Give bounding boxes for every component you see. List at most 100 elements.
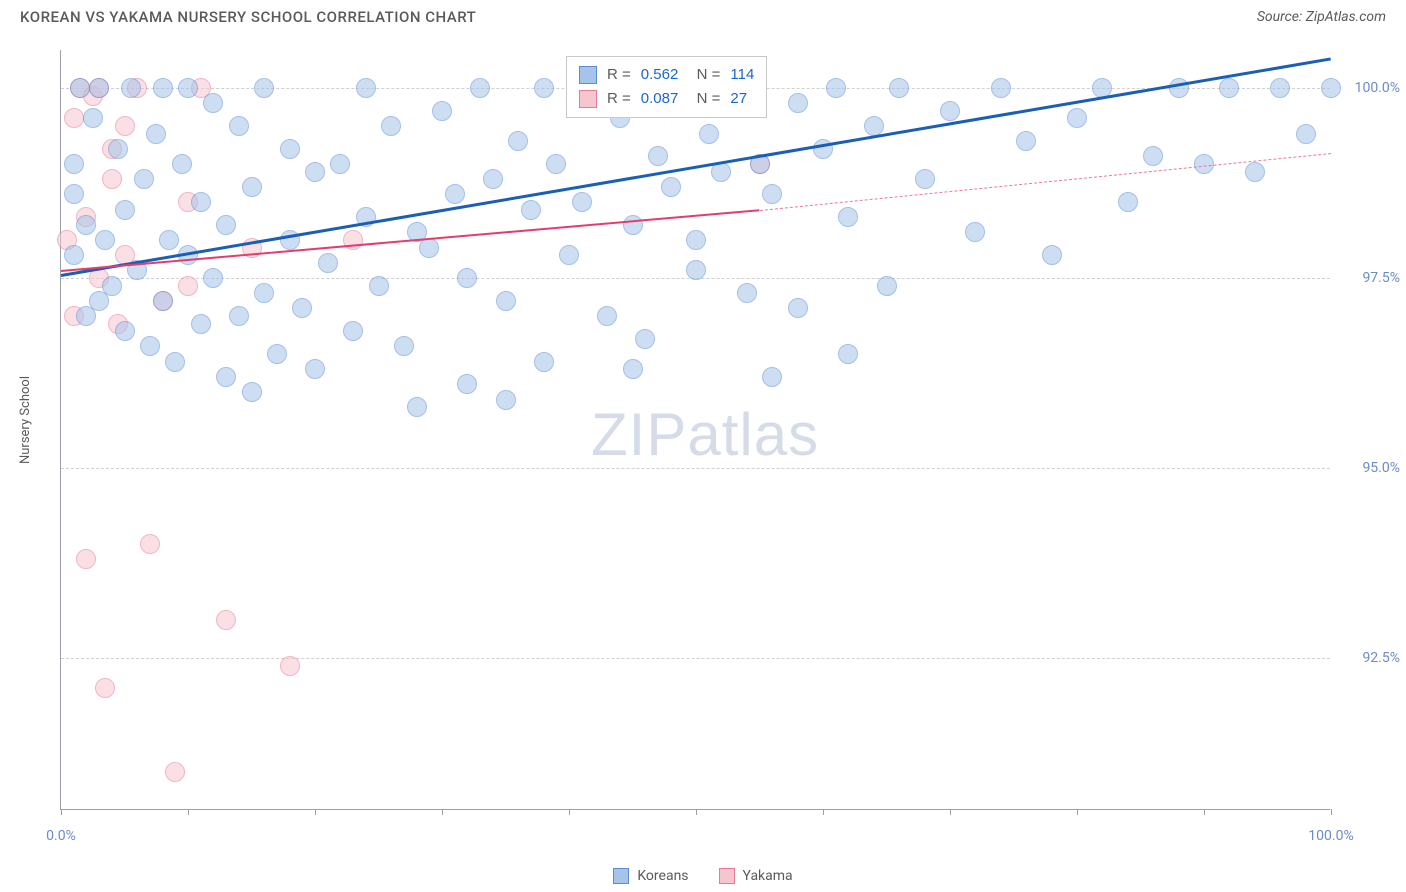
point-koreans <box>134 169 154 189</box>
point-koreans <box>115 200 135 220</box>
plot-area: ZIPatlas 92.5%95.0%97.5%100.0%0.0%100.0%… <box>60 50 1330 810</box>
point-koreans <box>648 146 668 166</box>
point-koreans <box>1016 131 1036 151</box>
point-koreans <box>83 108 103 128</box>
legend-swatch-koreans <box>613 868 629 884</box>
point-koreans <box>788 93 808 113</box>
chart-title: KOREAN VS YAKAMA NURSERY SCHOOL CORRELAT… <box>20 8 476 26</box>
watermark: ZIPatlas <box>591 400 819 469</box>
stats-swatch <box>579 66 597 84</box>
point-yakama <box>115 116 135 136</box>
point-koreans <box>788 298 808 318</box>
stats-box: R = 0.562 N = 114R = 0.087 N = 27 <box>566 56 767 118</box>
point-koreans <box>559 245 579 265</box>
trend-line <box>759 153 1331 211</box>
point-koreans <box>496 291 516 311</box>
stats-r-label: R = <box>607 87 631 111</box>
point-koreans <box>1143 146 1163 166</box>
stats-n-label: N = <box>688 63 720 87</box>
chart-header: KOREAN VS YAKAMA NURSERY SCHOOL CORRELAT… <box>0 0 1406 30</box>
y-axis-title: Nursery School <box>18 376 33 464</box>
point-koreans <box>254 283 274 303</box>
point-koreans <box>965 222 985 242</box>
point-koreans <box>369 276 389 296</box>
grid-line <box>61 658 1330 659</box>
point-koreans <box>318 253 338 273</box>
point-koreans <box>508 131 528 151</box>
point-koreans <box>457 374 477 394</box>
point-koreans <box>661 177 681 197</box>
point-koreans <box>165 352 185 372</box>
point-koreans <box>445 184 465 204</box>
point-koreans <box>762 367 782 387</box>
point-koreans <box>242 382 262 402</box>
point-koreans <box>64 154 84 174</box>
point-yakama <box>165 762 185 782</box>
point-koreans <box>242 177 262 197</box>
point-koreans <box>534 352 554 372</box>
point-koreans <box>762 184 782 204</box>
point-koreans <box>216 367 236 387</box>
point-koreans <box>457 268 477 288</box>
point-koreans <box>203 93 223 113</box>
point-koreans <box>407 397 427 417</box>
point-koreans <box>1296 124 1316 144</box>
plot-container: ZIPatlas 92.5%95.0%97.5%100.0%0.0%100.0%… <box>60 50 1330 810</box>
point-koreans <box>521 200 541 220</box>
point-koreans <box>356 78 376 98</box>
point-koreans <box>280 139 300 159</box>
point-koreans <box>470 78 490 98</box>
stats-row: R = 0.087 N = 27 <box>579 87 754 111</box>
x-tick <box>1331 809 1332 815</box>
point-yakama <box>76 549 96 569</box>
point-koreans <box>172 154 192 174</box>
point-koreans <box>1118 192 1138 212</box>
point-yakama <box>64 108 84 128</box>
point-koreans <box>394 336 414 356</box>
point-koreans <box>889 78 909 98</box>
x-tick <box>696 809 697 815</box>
y-tick-label: 92.5% <box>1340 650 1400 666</box>
point-koreans <box>191 192 211 212</box>
point-koreans <box>178 78 198 98</box>
point-koreans <box>146 124 166 144</box>
point-koreans <box>432 101 452 121</box>
x-tick <box>188 809 189 815</box>
stats-swatch <box>579 90 597 108</box>
point-yakama <box>216 610 236 630</box>
point-koreans <box>635 329 655 349</box>
x-tick-label: 0.0% <box>46 828 76 844</box>
point-koreans <box>70 78 90 98</box>
watermark-zip: ZIP <box>591 401 687 468</box>
x-tick <box>823 809 824 815</box>
point-koreans <box>203 268 223 288</box>
point-koreans <box>76 215 96 235</box>
point-koreans <box>483 169 503 189</box>
point-koreans <box>381 116 401 136</box>
point-koreans <box>229 306 249 326</box>
point-koreans <box>686 230 706 250</box>
point-koreans <box>89 78 109 98</box>
x-tick <box>950 809 951 815</box>
x-tick <box>442 809 443 815</box>
point-koreans <box>597 306 617 326</box>
point-koreans <box>292 298 312 318</box>
point-koreans <box>826 78 846 98</box>
point-yakama <box>178 276 198 296</box>
point-koreans <box>991 78 1011 98</box>
point-koreans <box>1169 78 1189 98</box>
stats-r-value: 0.087 <box>641 87 679 111</box>
legend-item-yakama: Yakama <box>719 868 793 884</box>
stats-r-label: R = <box>607 63 631 87</box>
point-koreans <box>140 336 160 356</box>
point-koreans <box>305 359 325 379</box>
x-tick <box>1077 809 1078 815</box>
y-tick-label: 95.0% <box>1340 460 1400 476</box>
legend-label-yakama: Yakama <box>743 868 793 884</box>
point-koreans <box>534 78 554 98</box>
point-koreans <box>64 245 84 265</box>
stats-row: R = 0.562 N = 114 <box>579 63 754 87</box>
point-koreans <box>1219 78 1239 98</box>
point-koreans <box>623 215 643 235</box>
point-koreans <box>686 260 706 280</box>
